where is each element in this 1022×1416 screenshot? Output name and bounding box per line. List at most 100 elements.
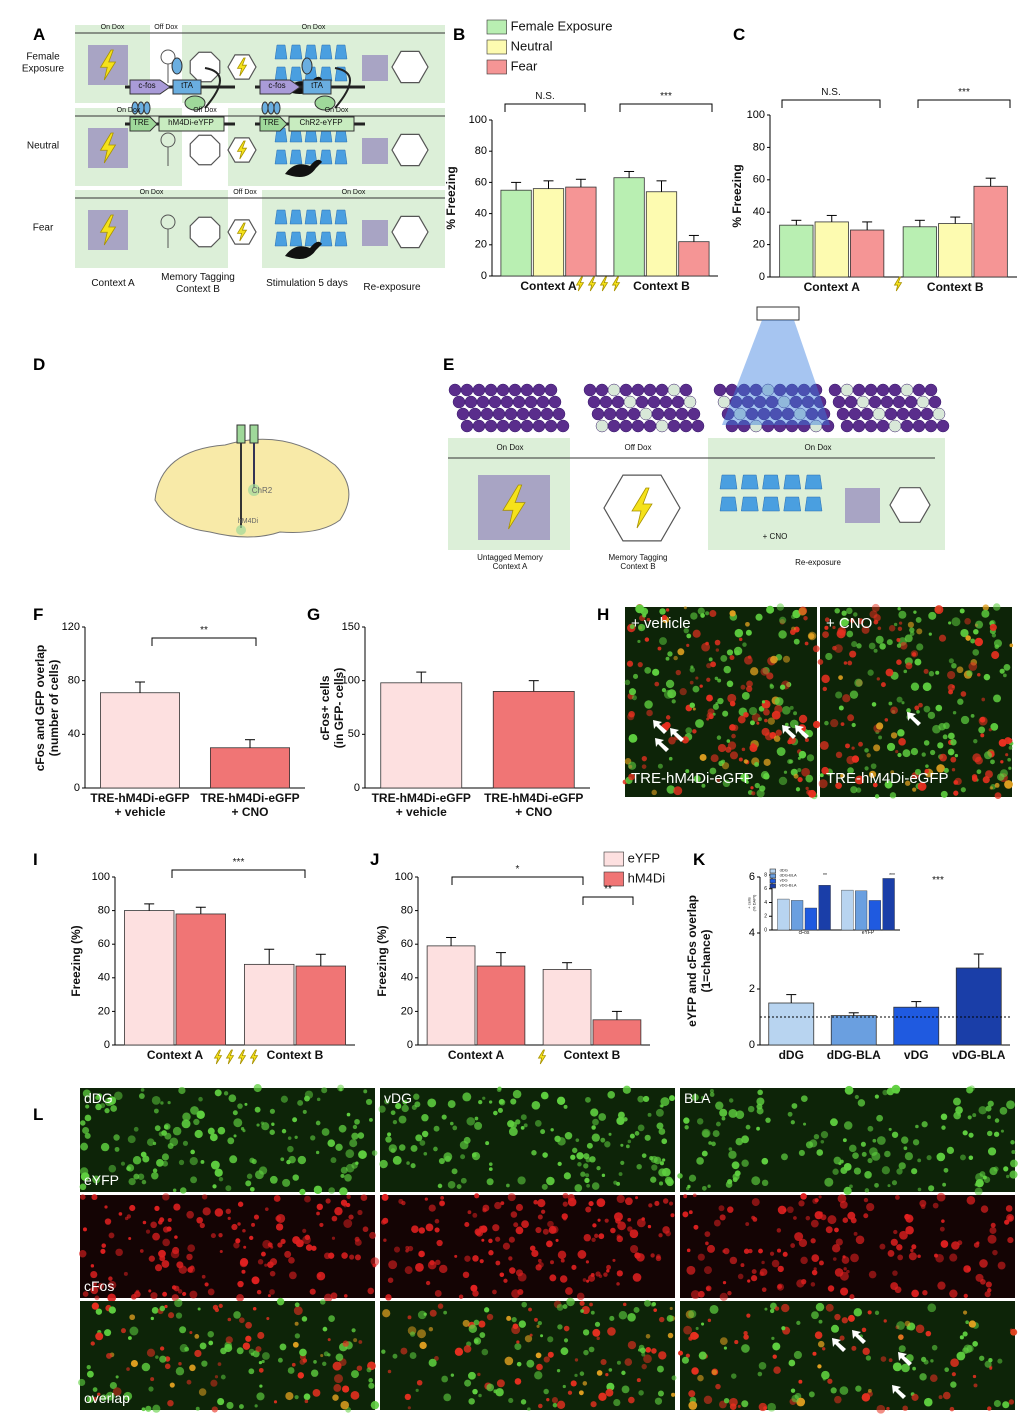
cell [701, 1185, 707, 1191]
cell [78, 1378, 86, 1387]
lightning-icon [99, 49, 117, 81]
cell [860, 1141, 866, 1147]
cell [743, 1248, 750, 1254]
cell [175, 1312, 183, 1319]
cell [791, 1394, 800, 1403]
cell [261, 1122, 270, 1131]
cell [711, 1369, 718, 1375]
gene-label: TRE [263, 118, 279, 127]
cell [156, 1159, 164, 1167]
cell [382, 1309, 391, 1318]
cell [898, 738, 906, 746]
cell [552, 1402, 558, 1408]
cell [778, 630, 787, 639]
y-tick-label: 40 [401, 972, 413, 984]
cell [746, 685, 753, 693]
cell [867, 1157, 873, 1164]
y-tick-label: 8 [764, 872, 767, 878]
cell [773, 735, 781, 742]
cell [463, 1136, 471, 1144]
promoter [259, 79, 301, 95]
cell [866, 753, 871, 758]
binding-arrow [204, 67, 221, 109]
cell [273, 1195, 281, 1202]
cell [330, 1292, 338, 1300]
arrow [795, 725, 809, 739]
cell [830, 1118, 838, 1127]
cell [980, 733, 985, 738]
neuron [936, 419, 950, 433]
legend-label: vDG [779, 877, 788, 883]
cell [315, 1150, 320, 1155]
cell [651, 1302, 657, 1307]
cell [732, 1177, 738, 1183]
neuron [631, 419, 645, 433]
cell [628, 773, 635, 781]
cell [269, 1108, 276, 1114]
cell [299, 1188, 306, 1195]
cell [665, 656, 670, 661]
cell [415, 1388, 419, 1392]
cell [741, 691, 750, 700]
cell [982, 776, 990, 784]
cell [464, 1255, 471, 1262]
cell [160, 1101, 164, 1105]
neuron [484, 383, 498, 397]
cell [251, 1276, 260, 1285]
cell [924, 768, 929, 774]
cell [236, 1347, 244, 1355]
neuron [472, 419, 486, 433]
cell [868, 1270, 877, 1279]
cell [242, 1229, 246, 1233]
cell [264, 1207, 269, 1211]
cell [814, 1331, 823, 1340]
cell [214, 1168, 223, 1177]
cell [172, 1126, 182, 1136]
cell [194, 1349, 202, 1358]
bar [209, 747, 290, 789]
cell [888, 1127, 892, 1131]
cell [962, 1331, 968, 1337]
cell [734, 628, 744, 638]
cell [161, 1260, 170, 1268]
cell [914, 705, 920, 711]
cell [529, 1333, 533, 1337]
cell [660, 1097, 670, 1107]
cell [781, 1303, 790, 1313]
neuron [492, 407, 506, 421]
stimulation-light [334, 149, 348, 165]
cell [339, 1187, 348, 1196]
cell [997, 1261, 1006, 1270]
cell [928, 611, 937, 620]
cell [1002, 1401, 1010, 1409]
cell [758, 1248, 763, 1254]
cell [628, 710, 635, 718]
cell [989, 623, 997, 631]
cell [706, 694, 713, 702]
cell [628, 733, 638, 743]
cell [695, 676, 699, 680]
treatment-label: + CNO [826, 615, 873, 632]
cell [884, 780, 893, 789]
cell [342, 1340, 349, 1347]
cell [919, 1373, 927, 1381]
cell [186, 1253, 193, 1261]
significance-label: *** [889, 873, 895, 879]
cell [683, 1325, 692, 1335]
cell [434, 1290, 442, 1297]
cell [738, 637, 743, 642]
neuron [452, 395, 466, 409]
cell [462, 1319, 470, 1327]
cell [854, 775, 864, 785]
cell [357, 1132, 365, 1139]
cell [745, 1124, 751, 1130]
legend-label: Female Exposure [510, 18, 613, 34]
cell [543, 1388, 549, 1395]
cell [948, 621, 952, 625]
neuron [532, 383, 546, 397]
cell [411, 1104, 417, 1110]
cell [82, 1126, 90, 1134]
construct-label: TRE-hM4Di-eGFP [826, 770, 949, 787]
cell [473, 1319, 480, 1326]
cell [853, 612, 858, 617]
